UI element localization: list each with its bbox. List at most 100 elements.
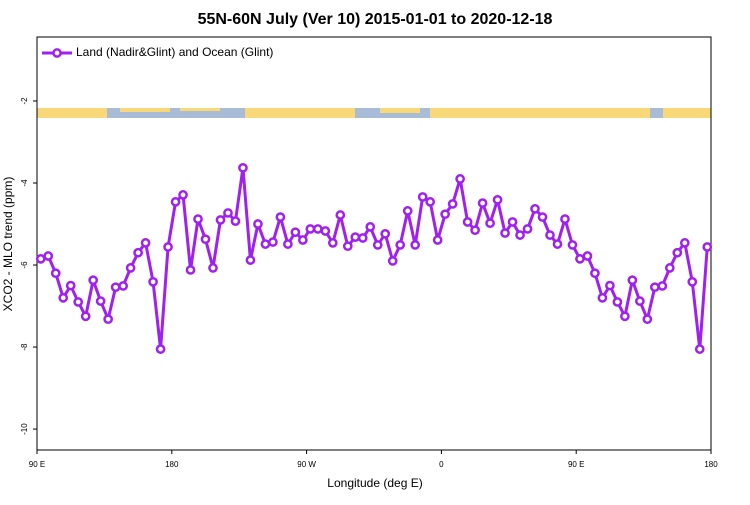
point xyxy=(200,234,211,245)
point xyxy=(35,254,46,264)
point xyxy=(327,238,338,248)
point xyxy=(492,194,503,205)
point xyxy=(627,275,638,286)
point xyxy=(380,229,391,239)
point xyxy=(50,268,61,279)
point xyxy=(103,314,113,325)
point xyxy=(88,275,99,286)
point xyxy=(350,232,361,242)
point xyxy=(230,216,241,226)
point xyxy=(208,263,218,273)
point xyxy=(687,276,698,287)
point xyxy=(73,297,84,307)
point xyxy=(425,197,436,207)
point xyxy=(215,215,226,225)
point xyxy=(649,282,660,293)
y-tick-label: -4 xyxy=(20,179,29,187)
point xyxy=(155,344,166,354)
point xyxy=(238,162,248,173)
point xyxy=(193,214,203,224)
point xyxy=(500,228,510,238)
point xyxy=(620,311,630,322)
point xyxy=(612,297,623,307)
point xyxy=(477,198,488,208)
point xyxy=(335,210,346,220)
point xyxy=(605,280,615,291)
point xyxy=(575,254,585,264)
point xyxy=(679,238,690,248)
point xyxy=(245,255,256,265)
point xyxy=(507,217,518,227)
point xyxy=(672,247,683,258)
point xyxy=(357,233,368,243)
point xyxy=(178,190,188,200)
point xyxy=(275,212,286,222)
y-tick-label: -10 xyxy=(20,423,29,435)
point xyxy=(440,209,450,220)
point xyxy=(515,230,525,240)
point xyxy=(95,296,106,306)
point xyxy=(552,239,563,249)
point xyxy=(268,237,278,247)
x-tick-label: 180 xyxy=(165,460,179,469)
series-line xyxy=(40,167,709,350)
point xyxy=(133,247,143,258)
point xyxy=(223,208,233,218)
point xyxy=(402,206,413,216)
point xyxy=(140,238,151,248)
point xyxy=(260,239,271,249)
point xyxy=(305,224,316,234)
point xyxy=(43,251,54,261)
point xyxy=(462,217,473,227)
point xyxy=(110,282,121,293)
legend-marker xyxy=(52,48,62,58)
y-tick-label: -2 xyxy=(20,97,29,105)
point xyxy=(163,242,173,252)
point xyxy=(342,241,353,252)
point xyxy=(58,292,69,303)
point xyxy=(567,240,578,250)
point xyxy=(597,292,608,303)
legend: Land (Nadir&Glint) and Ocean (Glint) xyxy=(42,45,273,59)
plot-frame xyxy=(36,36,712,451)
map-strip xyxy=(37,108,711,118)
point xyxy=(320,226,331,236)
legend-label: Land (Nadir&Glint) and Ocean (Glint) xyxy=(76,45,273,59)
point xyxy=(447,199,458,209)
point xyxy=(560,214,570,224)
point xyxy=(642,314,653,325)
point xyxy=(283,239,293,249)
x-tick-label: 180 xyxy=(704,460,718,469)
point xyxy=(253,219,263,229)
point xyxy=(522,224,533,234)
point xyxy=(635,296,645,306)
point xyxy=(372,240,383,250)
x-axis-label: Longitude (deg E) xyxy=(327,476,422,490)
point xyxy=(657,281,668,291)
point xyxy=(410,240,421,250)
point xyxy=(582,251,593,261)
point xyxy=(185,265,196,275)
x-tick-label: 90 E xyxy=(29,460,45,469)
point xyxy=(470,225,480,236)
point xyxy=(530,203,540,214)
point xyxy=(387,256,398,266)
point xyxy=(537,212,548,222)
point xyxy=(148,276,158,287)
point xyxy=(664,263,675,273)
x-tick-label: 90 E xyxy=(568,460,584,469)
point xyxy=(312,224,323,234)
point xyxy=(395,240,406,250)
point xyxy=(290,227,301,238)
point xyxy=(118,281,128,291)
point xyxy=(365,222,376,232)
point xyxy=(702,242,713,252)
chart-title: 55N-60N July (Ver 10) 2015-01-01 to 2020… xyxy=(198,11,553,28)
point xyxy=(694,344,705,354)
point xyxy=(170,197,181,207)
point xyxy=(80,311,91,322)
point xyxy=(545,230,555,240)
point xyxy=(590,268,600,279)
point xyxy=(455,174,465,184)
